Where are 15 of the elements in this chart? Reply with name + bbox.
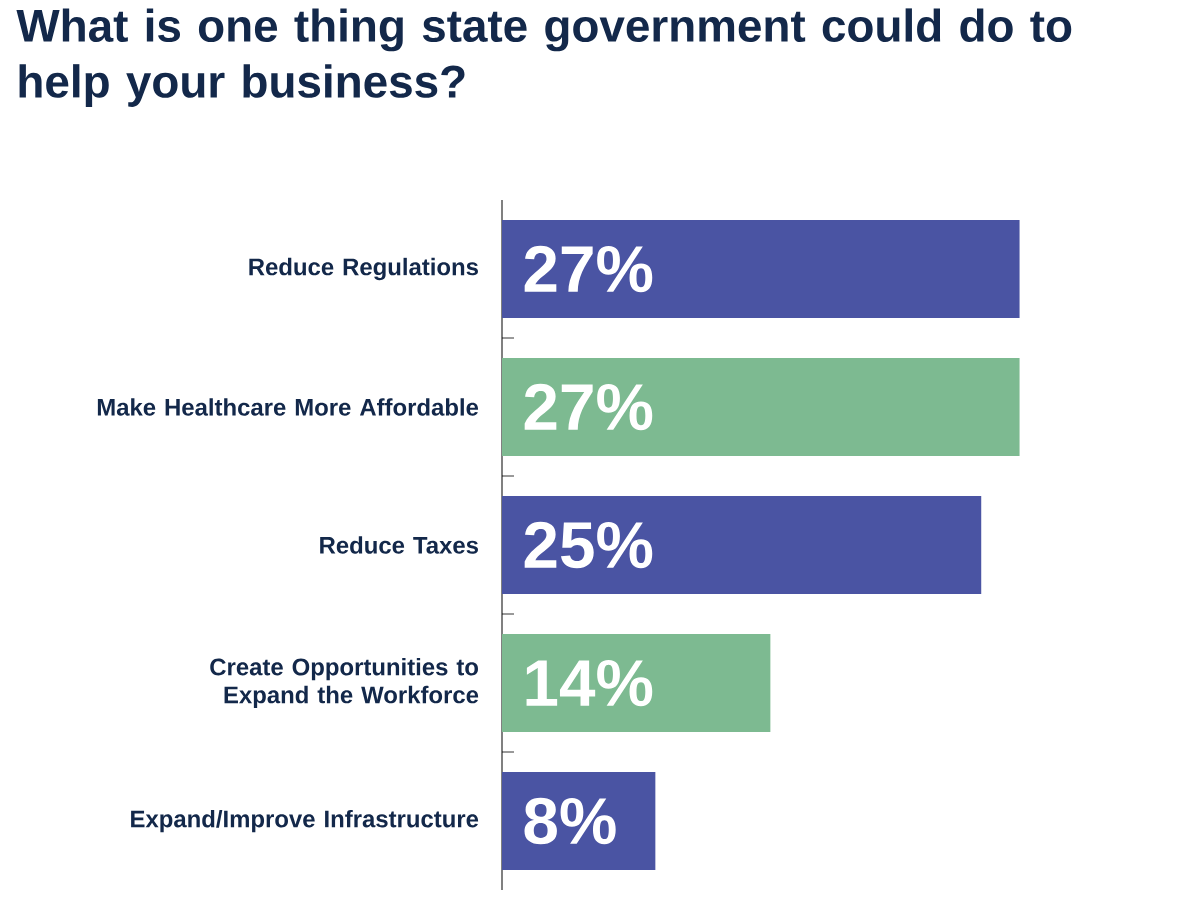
y-tick-label: Make Healthcare More Affordable xyxy=(97,398,479,416)
bar xyxy=(502,358,1020,456)
y-tick-label: Reduce Taxes xyxy=(320,536,478,554)
data-label: 14% xyxy=(526,659,653,707)
data-label: 25% xyxy=(524,521,653,569)
y-tick-label: Create Opportunities to Expand the Workforce xyxy=(210,657,479,709)
bar xyxy=(502,634,771,732)
data-label: 27% xyxy=(524,383,653,431)
y-tick-label: Reduce Regulations xyxy=(249,257,478,281)
bar xyxy=(502,220,1020,318)
data-label: 8% xyxy=(524,797,616,845)
y-tick-label: Expand/Improve Infrastructure xyxy=(131,809,479,833)
bar xyxy=(502,496,982,594)
chart-title: What is one thing state government could do to help your business? xyxy=(16,8,1072,107)
data-label: 27% xyxy=(524,245,653,293)
